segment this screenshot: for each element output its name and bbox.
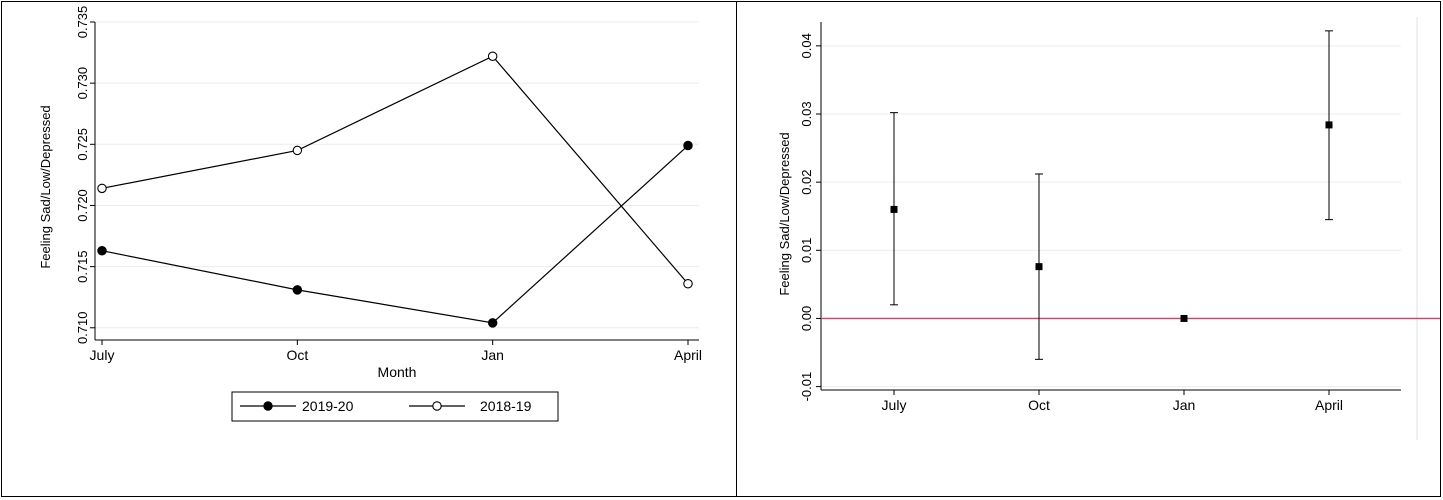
right-panel: -0.01 0.00 0.01 0.02 0.03 0.04 July Oct Jan Apri…	[736, 1, 1441, 497]
point-2018-19-april	[683, 278, 693, 289]
y-tick-label: 0.730	[75, 67, 90, 100]
series-line-2018-19	[101, 55, 689, 285]
x-tick-label-jan: Jan	[1173, 397, 1196, 413]
y-axis-label: Feeling Sad/Low/Depressed	[777, 132, 792, 295]
line-chart: 0.710 0.715 0.720 0.725 0.730 0.735 July Oct Ja…	[38, 6, 702, 422]
y-tick-label: -0.01	[799, 372, 814, 402]
y-ticks: 0.710 0.715 0.720 0.725 0.730 0.735	[75, 6, 95, 344]
x-axis-label: Month	[378, 364, 417, 380]
estimate-point-april	[1325, 121, 1333, 129]
estimate-point-jan	[1180, 314, 1188, 322]
point-2019-20-jan	[487, 318, 498, 328]
x-ticks: July Oct Jan April	[882, 390, 1343, 413]
gridlines	[821, 45, 1401, 388]
x-tick-label-april: April	[1315, 397, 1343, 413]
coefficient-plot: -0.01 0.00 0.01 0.02 0.03 0.04 July Oct Jan Apri…	[777, 17, 1440, 440]
series-group	[97, 51, 693, 328]
legend: 2019-20 2018-19	[231, 391, 559, 422]
series-line-2019-20	[101, 145, 689, 324]
y-axis-label: Feeling Sad/Low/Depressed	[38, 105, 53, 268]
y-tick-label: 0.02	[799, 169, 814, 194]
left-panel: 0.710 0.715 0.720 0.725 0.730 0.735 July Oct Ja…	[1, 1, 737, 497]
legend-label-2018-19: 2018-19	[480, 398, 532, 414]
gridlines	[95, 21, 699, 329]
estimates-group	[890, 30, 1333, 360]
legend-marker-2019-20	[263, 401, 273, 411]
point-2018-19-jan	[487, 51, 498, 61]
point-2019-20-april	[683, 140, 693, 151]
x-tick-label-oct: Oct	[286, 347, 308, 363]
legend-label-2019-20: 2019-20	[302, 398, 354, 414]
point-2018-19-july	[97, 183, 107, 194]
x-tick-label-july: July	[90, 347, 115, 363]
point-2019-20-july	[97, 245, 107, 256]
x-tick-label-april: April	[674, 347, 702, 363]
estimate-point-oct	[1035, 263, 1043, 271]
legend-marker-2018-19	[432, 401, 442, 411]
point-2019-20-oct	[292, 285, 303, 295]
estimate-point-july	[890, 205, 898, 213]
y-tick-label: 0.720	[75, 189, 90, 222]
x-tick-label-jan: Jan	[481, 347, 504, 363]
legend-box	[231, 391, 559, 422]
y-tick-label: 0.710	[75, 311, 90, 344]
y-tick-label: 0.725	[75, 128, 90, 161]
y-tick-label: 0.00	[799, 306, 814, 331]
y-tick-label: 0.715	[75, 250, 90, 283]
y-tick-label: 0.04	[799, 33, 814, 58]
y-tick-label: 0.03	[799, 101, 814, 126]
y-ticks: -0.01 0.00 0.01 0.02 0.03 0.04	[799, 33, 821, 401]
y-tick-label: 0.735	[75, 6, 90, 39]
x-tick-label-oct: Oct	[1028, 397, 1050, 413]
x-ticks: July Oct Jan April	[90, 340, 702, 363]
y-tick-label: 0.01	[799, 238, 814, 263]
x-tick-label-july: July	[882, 397, 907, 413]
point-2018-19-oct	[292, 145, 303, 156]
